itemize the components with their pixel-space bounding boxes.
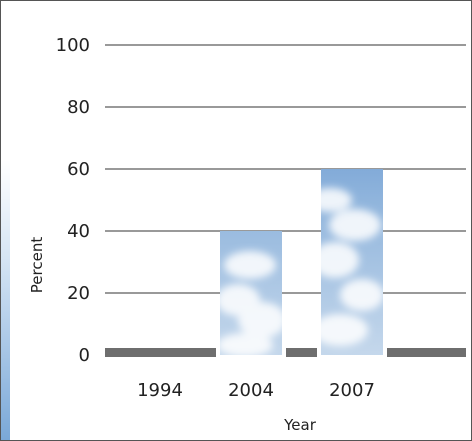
y-tick-label-80: 80 xyxy=(67,97,90,118)
y-tick-label-60: 60 xyxy=(67,159,90,180)
left-decorative-strip xyxy=(1,160,10,440)
bar-2004 xyxy=(220,231,282,355)
baseline-segment xyxy=(387,348,466,357)
baseline-segment xyxy=(105,348,216,357)
x-tick-label-1994: 1994 xyxy=(137,380,183,401)
x-tick-labels: 1994 2004 2007 xyxy=(137,380,375,401)
baseline-segment xyxy=(286,348,317,357)
baseline-segments xyxy=(105,348,466,357)
y-tick-label-40: 40 xyxy=(67,221,90,242)
x-axis-title: Year xyxy=(283,416,317,434)
x-tick-label-2007: 2007 xyxy=(329,380,375,401)
x-tick-label-2004: 2004 xyxy=(228,380,274,401)
y-tick-labels: 0 20 40 60 80 100 xyxy=(56,35,90,366)
bar-2007 xyxy=(321,169,383,355)
y-axis-title: Percent xyxy=(28,237,46,294)
gridlines xyxy=(105,44,466,294)
y-tick-label-20: 20 xyxy=(67,283,90,304)
y-tick-label-0: 0 xyxy=(79,345,90,366)
y-tick-label-100: 100 xyxy=(56,35,90,56)
bars xyxy=(220,169,383,355)
